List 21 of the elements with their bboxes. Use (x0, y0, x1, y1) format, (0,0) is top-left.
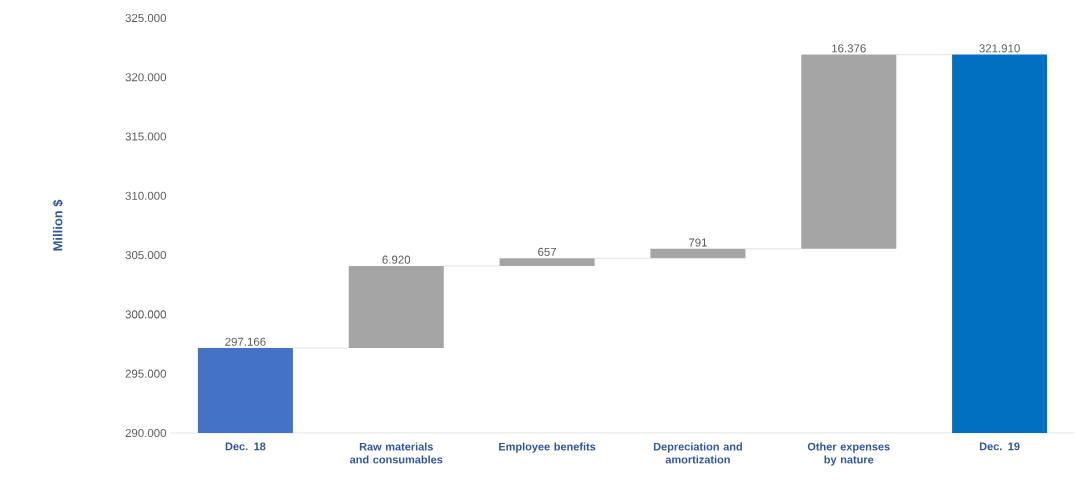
data-label: 16.376 (832, 44, 866, 53)
y-tick-label: 305.000 (125, 251, 167, 260)
y-tick-label: 325.000 (125, 13, 167, 22)
y-tick-label: 290.000 (125, 428, 167, 438)
data-label: 321.910 (979, 44, 1020, 53)
y-tick-label: 320.000 (125, 73, 167, 82)
y-tick-label: 300.000 (125, 310, 167, 319)
y-axis-title: Million $ (52, 199, 64, 251)
x-tick-label: Dec. 18 (225, 442, 266, 451)
x-tick-label: Raw materials and consumables (349, 442, 443, 464)
data-label: 297.166 (225, 337, 266, 346)
x-tick-label: Dec. 19 (979, 442, 1020, 451)
y-tick-label: 295.000 (125, 369, 167, 378)
x-tick-label: Employee benefits (499, 442, 596, 453)
x-tick-label: Depreciation and amortization (653, 442, 742, 464)
data-label: 657 (538, 247, 557, 256)
y-tick-label: 310.000 (125, 191, 167, 200)
data-label: 6.920 (382, 255, 411, 264)
data-label: 791 (688, 238, 707, 247)
y-tick-label: 315.000 (125, 132, 167, 141)
x-tick-label: Other expenses by nature (807, 442, 890, 466)
